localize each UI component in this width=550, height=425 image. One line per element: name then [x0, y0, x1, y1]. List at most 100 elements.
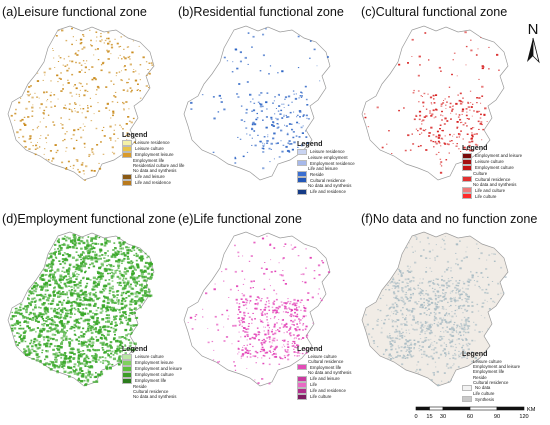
zone-cell — [49, 368, 53, 371]
zone-cell — [428, 324, 430, 326]
zone-cell — [425, 257, 428, 259]
zone-cell — [411, 308, 414, 310]
zone-cell — [81, 260, 85, 263]
zone-cell — [251, 110, 254, 112]
zone-cell — [257, 302, 259, 304]
zone-cell — [92, 328, 95, 331]
zone-cell — [128, 307, 131, 310]
zone-cell — [116, 297, 119, 299]
zone-cell — [367, 333, 371, 336]
zone-cell — [66, 360, 70, 364]
legend-item: Life culture — [297, 393, 351, 400]
zone-cell — [51, 278, 55, 281]
zone-cell — [468, 149, 472, 152]
zone-cell — [381, 320, 383, 321]
zone-cell — [257, 134, 259, 136]
zone-cell — [280, 109, 283, 112]
zone-cell — [457, 133, 460, 135]
zone-cell — [214, 283, 216, 285]
zone-cell — [244, 304, 247, 306]
zone-cell — [433, 308, 435, 310]
zone-cell — [95, 291, 97, 294]
zone-cell — [234, 157, 237, 160]
zone-cell — [458, 279, 461, 282]
zone-cell — [47, 99, 49, 100]
zone-cell — [84, 116, 87, 119]
zone-cell — [451, 339, 454, 341]
zone-cell — [49, 360, 52, 363]
zone-cell — [406, 298, 408, 300]
zone-cell — [33, 314, 37, 317]
zone-cell — [52, 273, 55, 276]
zone-cell — [262, 151, 265, 153]
legend-item: Cultural residence — [462, 176, 522, 183]
zone-cell — [40, 288, 44, 291]
zone-cell — [57, 248, 59, 250]
zone-cell — [285, 311, 288, 313]
zone-cell — [459, 354, 461, 355]
zone-cell — [417, 284, 420, 287]
zone-cell — [401, 287, 404, 289]
zone-cell — [421, 123, 423, 125]
zone-cell — [467, 331, 470, 334]
zone-cell — [444, 292, 446, 294]
zone-cell — [455, 252, 457, 254]
zone-cell — [270, 259, 272, 261]
zone-cell — [450, 118, 452, 120]
zone-cell — [143, 285, 147, 288]
zone-cell — [463, 326, 466, 329]
zone-cell — [45, 137, 47, 139]
legend-label: No data and synthesis — [308, 370, 352, 376]
zone-cell — [86, 110, 89, 113]
zone-cell — [302, 114, 305, 116]
zone-cell — [259, 140, 262, 143]
zone-cell — [127, 135, 130, 137]
zone-cell — [107, 51, 110, 53]
zone-cell — [401, 356, 404, 359]
zone-cell — [283, 339, 286, 342]
legend-item: Cultural residence — [297, 177, 355, 184]
zone-cell — [53, 287, 56, 289]
zone-cell — [61, 127, 64, 129]
zone-cell — [493, 260, 496, 262]
zone-cell — [238, 324, 241, 326]
zone-cell — [243, 321, 245, 323]
zone-cell — [440, 70, 442, 72]
zone-cell — [62, 291, 65, 293]
zone-cell — [31, 345, 34, 348]
zone-cell — [101, 254, 104, 256]
zone-cell — [69, 60, 71, 62]
zone-cell — [261, 237, 265, 240]
zone-cell — [411, 246, 413, 248]
zone-cell — [94, 78, 97, 81]
zone-cell — [108, 268, 112, 271]
zone-cell — [122, 277, 125, 279]
zone-cell — [114, 124, 117, 126]
zone-cell — [60, 123, 62, 124]
zone-cell — [87, 329, 90, 331]
zone-cell — [52, 50, 54, 51]
zone-cell — [50, 260, 54, 263]
zone-cell — [427, 302, 429, 304]
zone-cell — [61, 258, 64, 260]
zone-cell — [62, 276, 65, 278]
zone-cell — [138, 257, 142, 260]
zone-cell — [80, 64, 83, 66]
zone-cell — [412, 280, 415, 282]
zone-cell — [105, 259, 109, 262]
zone-cell — [475, 133, 478, 135]
zone-cell — [242, 346, 244, 348]
zone-cell — [59, 313, 63, 316]
zone-cell — [277, 93, 280, 96]
zone-cell — [373, 342, 376, 344]
zone-cell — [111, 146, 114, 149]
zone-cell — [81, 293, 85, 296]
zone-cell — [429, 96, 433, 99]
zone-cell — [236, 285, 239, 288]
zone-cell — [474, 356, 477, 359]
zone-cell — [127, 116, 130, 118]
zone-cell — [88, 155, 90, 157]
zone-cell — [42, 112, 45, 114]
zone-cell — [90, 366, 94, 369]
zone-cell — [425, 271, 428, 273]
